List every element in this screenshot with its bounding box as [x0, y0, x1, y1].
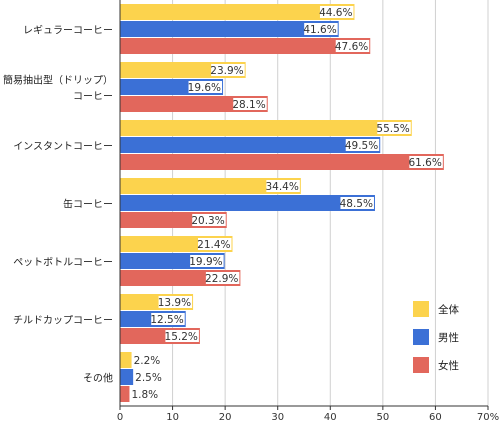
category-label: チルドカップコーヒー — [13, 315, 113, 327]
data-label: 23.9% — [210, 65, 243, 77]
legend-label: 男性 — [438, 331, 459, 344]
category-label: インスタントコーヒー — [13, 141, 113, 153]
data-label-bg — [205, 272, 240, 284]
bar — [120, 38, 371, 54]
x-tick-label: 20 — [219, 412, 232, 423]
data-label-bg — [233, 98, 267, 110]
data-label-bg — [190, 255, 224, 267]
data-label-bg — [151, 313, 185, 325]
data-label: 21.4% — [197, 239, 230, 251]
data-label-bg — [335, 40, 370, 52]
data-label: 15.2% — [165, 331, 198, 343]
data-label: 61.6% — [408, 157, 441, 169]
legend-swatch — [413, 329, 429, 345]
data-label-bg — [319, 6, 354, 18]
bar — [120, 352, 132, 368]
data-label-bg — [130, 388, 158, 400]
data-label: 34.4% — [265, 181, 298, 193]
category-label: コーヒー — [73, 91, 113, 103]
data-label-bg — [158, 296, 193, 308]
data-label: 12.5% — [150, 314, 183, 326]
bar — [120, 96, 268, 112]
data-label: 2.2% — [134, 355, 161, 367]
category-label: その他 — [83, 372, 113, 385]
data-label: 41.6% — [303, 24, 336, 36]
data-label-bg — [266, 180, 300, 192]
x-tick-label: 0 — [117, 412, 123, 423]
bar — [120, 4, 355, 20]
data-label-bg — [198, 238, 232, 250]
data-label: 49.5% — [345, 140, 378, 152]
data-label: 19.6% — [188, 82, 221, 94]
data-label-bg — [188, 81, 223, 93]
data-label: 55.5% — [376, 123, 409, 135]
bar — [120, 154, 444, 170]
data-label: 22.9% — [205, 273, 238, 285]
legend-swatch — [413, 301, 429, 317]
data-label-bg — [211, 64, 245, 76]
data-label-bg — [134, 371, 162, 383]
data-labels: 44.6% 41.6% 47.6% 23.9% 19.6% 28.1% 55.5% 49.5%… — [130, 6, 443, 401]
bar — [120, 120, 412, 136]
category-label: レギュラーコーヒー — [23, 25, 113, 37]
data-label-bg — [304, 23, 338, 35]
x-tick-label: 10 — [166, 412, 179, 423]
category-label: 缶コーヒー — [63, 198, 113, 211]
x-tick-label: 40 — [324, 412, 337, 423]
data-label: 48.5% — [340, 198, 373, 210]
data-label: 44.6% — [319, 7, 352, 19]
category-label: ペットボトルコーヒー — [13, 257, 113, 269]
bar — [120, 195, 375, 211]
bar — [120, 369, 134, 385]
x-tick-label: 50 — [376, 412, 389, 423]
x-tick-label: 60 — [429, 412, 442, 423]
data-label-bg — [345, 139, 380, 151]
data-label-bg — [192, 214, 226, 226]
legend-label: 女性 — [438, 359, 459, 372]
legend-swatch — [413, 357, 429, 373]
x-tick-label: 70% — [477, 412, 499, 423]
data-label: 28.1% — [232, 99, 265, 111]
bar — [120, 386, 130, 402]
data-label-bg — [165, 330, 199, 342]
data-label-bg — [132, 354, 160, 366]
bar — [120, 21, 339, 37]
bar — [120, 178, 301, 194]
data-label: 19.9% — [189, 256, 222, 268]
data-label: 2.5% — [135, 372, 162, 384]
data-label-bg — [377, 122, 411, 134]
data-label: 13.9% — [158, 297, 191, 309]
data-label-bg — [409, 156, 443, 168]
x-tick-label: 30 — [271, 412, 284, 423]
legend-label: 全体 — [438, 303, 459, 316]
data-label-bg — [340, 197, 374, 209]
bar — [120, 137, 381, 153]
data-label: 1.8% — [131, 389, 158, 401]
data-label: 20.3% — [191, 215, 224, 227]
category-label: 簡易抽出型（ドリップ） — [3, 74, 113, 87]
data-label: 47.6% — [335, 41, 368, 53]
